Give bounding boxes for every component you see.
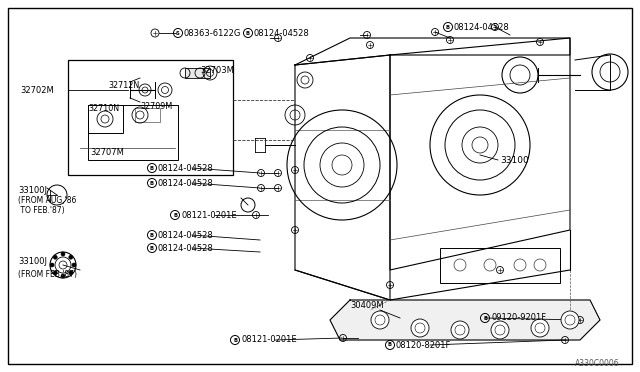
Text: B: B	[388, 343, 392, 347]
Circle shape	[72, 263, 76, 267]
Circle shape	[61, 274, 65, 278]
Text: 08121-0201E: 08121-0201E	[241, 336, 296, 344]
Circle shape	[451, 321, 469, 339]
Text: B: B	[150, 180, 154, 186]
Text: 32710N: 32710N	[88, 103, 119, 112]
Text: B: B	[246, 31, 250, 35]
Text: 08124-04528: 08124-04528	[158, 179, 214, 187]
Circle shape	[491, 321, 509, 339]
Circle shape	[68, 255, 73, 259]
Text: TO FEB.'87): TO FEB.'87)	[18, 205, 65, 215]
Text: 30409M: 30409M	[350, 301, 383, 310]
Text: 32702M: 32702M	[20, 86, 54, 94]
Text: 33100J: 33100J	[18, 186, 47, 195]
Text: 08124-04528: 08124-04528	[158, 244, 214, 253]
Circle shape	[531, 319, 549, 337]
Text: 08120-8201F: 08120-8201F	[396, 340, 451, 350]
Text: B: B	[150, 232, 154, 237]
Circle shape	[561, 311, 579, 329]
Text: 32712N: 32712N	[108, 80, 140, 90]
Circle shape	[53, 271, 57, 275]
Text: 33100: 33100	[500, 155, 529, 164]
Text: 08363-6122G: 08363-6122G	[184, 29, 241, 38]
Text: 33100J: 33100J	[18, 257, 47, 266]
Circle shape	[53, 255, 57, 259]
Polygon shape	[330, 300, 600, 340]
Text: 08124-04528: 08124-04528	[158, 164, 214, 173]
Bar	[440, 248, 560, 283]
Text: B: B	[150, 246, 154, 250]
Text: B: B	[233, 337, 237, 343]
Text: 08124-04528: 08124-04528	[254, 29, 310, 38]
Circle shape	[50, 263, 54, 267]
Bar	[88, 105, 123, 133]
Text: A330C0006: A330C0006	[575, 359, 620, 368]
Text: B: B	[150, 166, 154, 170]
Bar	[135, 108, 160, 122]
Bar	[185, 68, 210, 78]
Text: 32707M: 32707M	[90, 148, 124, 157]
Text: B: B	[446, 25, 450, 29]
Text: 09120-9201F: 09120-9201F	[491, 314, 546, 323]
Text: S: S	[176, 31, 180, 35]
Circle shape	[68, 271, 73, 275]
Text: (FROM FEB.'87): (FROM FEB.'87)	[18, 269, 77, 279]
Circle shape	[371, 311, 389, 329]
Bar	[88, 105, 178, 160]
Text: (FROM AUG,'86: (FROM AUG,'86	[18, 196, 76, 205]
Text: 32709M: 32709M	[140, 102, 172, 110]
Text: B: B	[483, 315, 487, 321]
Text: 08121-0201E: 08121-0201E	[181, 211, 237, 219]
Text: 32703M: 32703M	[200, 65, 234, 74]
Text: 08124-04528: 08124-04528	[158, 231, 214, 240]
Circle shape	[411, 319, 429, 337]
Circle shape	[61, 252, 65, 256]
Text: 08124-04528: 08124-04528	[454, 22, 509, 32]
Text: B: B	[173, 212, 177, 218]
Bar	[68, 60, 233, 175]
